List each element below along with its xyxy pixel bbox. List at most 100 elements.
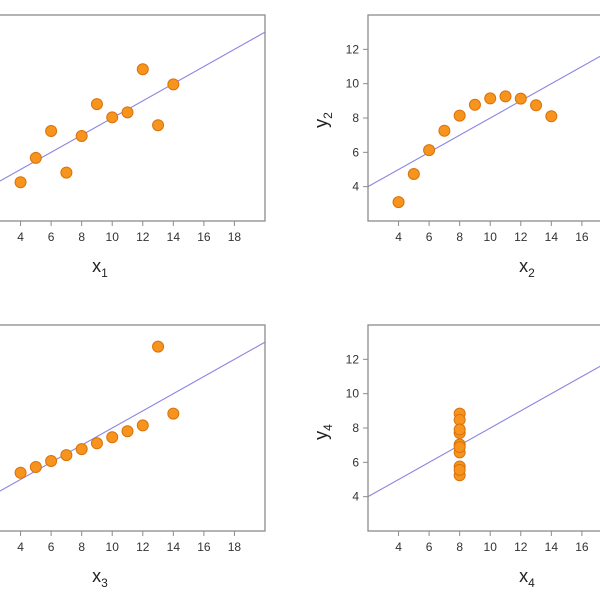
panel-3-x-tick-label-18: 18 xyxy=(228,540,242,554)
panel-4-point-9 xyxy=(453,463,466,476)
panel-1-x-tick-label-10: 10 xyxy=(106,230,120,244)
panel-1-point-4 xyxy=(90,98,103,111)
panel-1-x-tick-label-16: 16 xyxy=(197,230,211,244)
panel-4-x-tick-label-14: 14 xyxy=(545,540,559,554)
panel-2: 4 6 8 10 12 14 16 4 6 8 10 12 x2 y2 xyxy=(311,14,600,280)
panel-2-x-tick-label-4: 4 xyxy=(395,230,402,244)
panel-3-x-axis-label: x3 xyxy=(92,566,108,590)
panel-3-fit-line xyxy=(0,341,265,492)
panel-2-x-tick-label-10: 10 xyxy=(484,230,498,244)
panel-1-x-tick-label-8: 8 xyxy=(78,230,85,244)
panel-1: 4 6 8 10 12 14 16 18 x1 xyxy=(0,14,266,280)
panel-2-fit-layer xyxy=(368,55,600,188)
panel-4-y-axis-label: y4 xyxy=(311,424,335,440)
panel-2-y-tick-label-12: 12 xyxy=(346,42,360,56)
panel-2-y-tick-label-10: 10 xyxy=(346,77,360,91)
panel-4-frame xyxy=(367,324,600,532)
panel-3-x-tick-label-16: 16 xyxy=(197,540,211,554)
panel-3-point-10 xyxy=(60,449,73,462)
panel-4-fit-line xyxy=(368,365,600,498)
panel-4-y-tick-label-6: 6 xyxy=(352,455,359,469)
panel-1-frame xyxy=(0,14,266,222)
panel-4-y-tick-label-8: 8 xyxy=(352,421,359,435)
panel-3-point-11 xyxy=(29,460,42,473)
panel-3-x-tick-label-12: 12 xyxy=(136,540,150,554)
panel-2-point-3 xyxy=(530,99,543,112)
panel-4-point-10 xyxy=(453,423,466,436)
panel-1-x-tick-label-14: 14 xyxy=(167,230,181,244)
panel-2-y-tick-label-6: 6 xyxy=(352,145,359,159)
panel-1-x-tick-label-4: 4 xyxy=(17,230,24,244)
panel-3-point-4 xyxy=(90,437,103,450)
panel-4-y-tick-label-12: 12 xyxy=(346,352,360,366)
panel-3-frame xyxy=(0,324,266,532)
panel-2-x-tick-label-6: 6 xyxy=(426,230,433,244)
panel-3-x-tick-label-14: 14 xyxy=(167,540,181,554)
panel-3-x-tick-label-6: 6 xyxy=(48,540,55,554)
panel-4-x-tick-label-8: 8 xyxy=(456,540,463,554)
panel-4-x-tick-label-6: 6 xyxy=(426,540,433,554)
panel-4-x-axis-label: x4 xyxy=(519,566,535,590)
panel-1-point-11 xyxy=(29,151,42,164)
panel-2-y-axis-label: y2 xyxy=(311,112,335,128)
panel-1-point-8 xyxy=(14,176,27,189)
panel-2-axes-layer: 4 6 8 10 12 14 16 4 6 8 10 12 xyxy=(346,42,589,244)
panel-1-x-tick-label-12: 12 xyxy=(136,230,150,244)
panel-2-fit-line xyxy=(368,55,600,188)
panel-1-point-3 xyxy=(152,119,165,132)
panel-2-point-4 xyxy=(468,98,481,111)
panel-3-x-tick-label-10: 10 xyxy=(106,540,120,554)
panel-4-axes-layer: 4 6 8 10 12 14 16 4 6 8 10 12 xyxy=(346,352,589,554)
panel-3-point-7 xyxy=(45,454,58,467)
panel-1-point-9 xyxy=(136,63,149,76)
panel-1-x-tick-label-18: 18 xyxy=(228,230,242,244)
panel-3-x-tick-label-8: 8 xyxy=(78,540,85,554)
panel-2-frame xyxy=(367,14,600,222)
panel-1-point-5 xyxy=(121,106,134,119)
panel-3-point-9 xyxy=(136,419,149,432)
panel-2-x-tick-label-16: 16 xyxy=(575,230,589,244)
panel-3-point-5 xyxy=(121,425,134,438)
panel-1-x-axis-label: x1 xyxy=(92,256,108,280)
panel-3-point-3 xyxy=(152,340,165,353)
panel-2-point-10 xyxy=(438,124,451,137)
panel-1-point-10 xyxy=(60,166,73,179)
panel-2-x-tick-label-12: 12 xyxy=(514,230,528,244)
panel-2-y-tick-label-8: 8 xyxy=(352,111,359,125)
panel-4-y-tick-label-4: 4 xyxy=(352,490,359,504)
panel-2-point-8 xyxy=(392,196,405,209)
panel-4-fit-layer xyxy=(368,365,600,498)
panel-3-axes-layer: 4 6 8 10 12 14 16 18 xyxy=(17,531,241,554)
panel-2-y-tick-label-4: 4 xyxy=(352,180,359,194)
panel-2-point-6 xyxy=(545,110,558,123)
panel-2-point-7 xyxy=(423,144,436,157)
panel-4-x-tick-label-10: 10 xyxy=(484,540,498,554)
panel-4: 4 6 8 10 12 14 16 4 6 8 10 12 x4 y4 xyxy=(311,324,600,590)
panel-1-axes-layer: 4 6 8 10 12 14 16 18 xyxy=(17,221,241,244)
panel-2-x-tick-label-8: 8 xyxy=(456,230,463,244)
panel-3-points-layer xyxy=(14,340,180,479)
panel-3-point-6 xyxy=(167,407,180,420)
panel-4-x-tick-label-16: 16 xyxy=(575,540,589,554)
panel-4-y-tick-label-10: 10 xyxy=(346,387,360,401)
panel-3-point-8 xyxy=(14,466,27,479)
panel-4-point-11 xyxy=(453,441,466,454)
panel-2-x-axis-label: x2 xyxy=(519,256,535,280)
panel-3-x-tick-label-4: 4 xyxy=(17,540,24,554)
panel-2-point-2 xyxy=(453,109,466,122)
panel-1-points-layer xyxy=(14,63,180,189)
panel-2-point-9 xyxy=(514,92,527,105)
panel-1-point-6 xyxy=(167,78,180,91)
panel-4-x-tick-label-4: 4 xyxy=(395,540,402,554)
panel-3-point-1 xyxy=(106,431,119,444)
panel-3-fit-layer xyxy=(0,341,265,492)
panel-1-point-7 xyxy=(45,125,58,138)
panel-3-point-2 xyxy=(75,443,88,456)
panel-1-point-1 xyxy=(106,111,119,124)
panel-4-x-tick-label-12: 12 xyxy=(514,540,528,554)
panel-1-x-tick-label-6: 6 xyxy=(48,230,55,244)
panel-2-x-tick-label-14: 14 xyxy=(545,230,559,244)
panel-2-point-1 xyxy=(484,92,497,105)
panel-2-points-layer xyxy=(392,90,558,209)
